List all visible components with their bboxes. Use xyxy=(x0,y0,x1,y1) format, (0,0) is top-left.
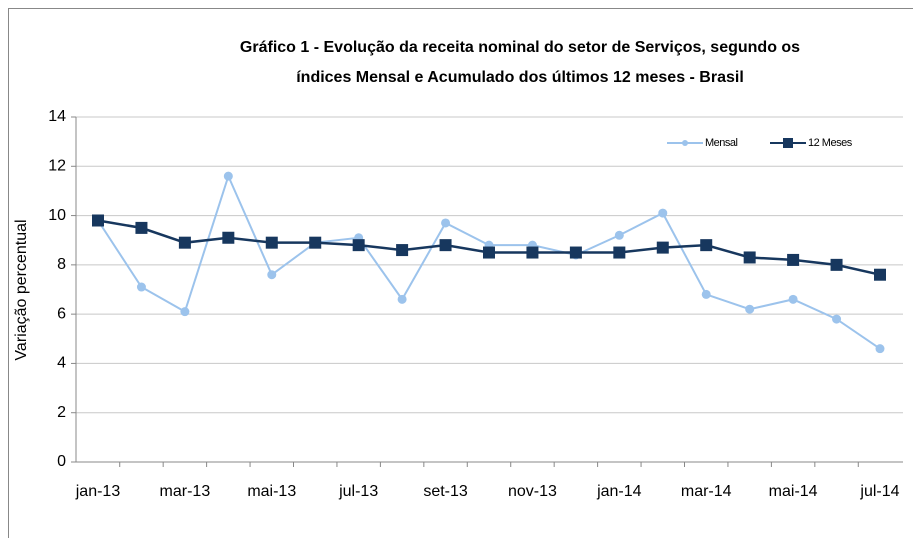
data-point xyxy=(352,239,365,252)
y-tick-label: 10 xyxy=(48,207,66,224)
data-point xyxy=(788,294,798,304)
data-point xyxy=(396,244,409,257)
data-point xyxy=(832,314,842,324)
data-point xyxy=(483,246,495,259)
data-point xyxy=(439,239,452,252)
x-tick-label: mar-14 xyxy=(681,483,732,500)
data-point xyxy=(569,246,582,259)
y-tick-label: 12 xyxy=(48,158,66,175)
data-point xyxy=(309,236,322,249)
series-line xyxy=(97,173,881,350)
data-point xyxy=(180,307,190,317)
data-point xyxy=(745,304,755,314)
chart-title: índices Mensal e Acumulado dos últimos 1… xyxy=(296,69,744,86)
data-point xyxy=(613,246,626,259)
y-tick-label: 0 xyxy=(57,453,66,470)
data-point xyxy=(526,246,539,259)
legend-label: Mensal xyxy=(705,137,738,149)
chart-frame xyxy=(8,8,913,538)
data-point xyxy=(830,258,843,271)
data-point xyxy=(700,239,713,252)
data-point xyxy=(92,214,104,227)
data-point xyxy=(178,236,191,249)
chart-title: Gráfico 1 - Evolução da receita nominal … xyxy=(240,39,800,56)
y-tick-label: 8 xyxy=(57,256,66,273)
data-point xyxy=(223,171,233,181)
x-tick-label: jan-13 xyxy=(75,483,121,500)
legend-marker xyxy=(783,138,793,148)
data-point xyxy=(441,218,451,228)
y-tick-label: 2 xyxy=(57,404,66,421)
x-tick-label: mai-14 xyxy=(769,483,818,500)
y-tick-label: 6 xyxy=(57,305,66,322)
data-point xyxy=(397,294,407,304)
x-tick-label: jul-13 xyxy=(338,483,378,500)
x-tick-label: nov-13 xyxy=(508,483,557,500)
x-tick-label: mai-13 xyxy=(247,483,296,500)
data-point xyxy=(743,251,756,264)
x-tick-label: set-13 xyxy=(423,483,468,500)
x-tick-label: jul-14 xyxy=(859,483,899,500)
data-point xyxy=(875,344,885,354)
data-point xyxy=(265,236,278,249)
y-axis-label: Variação percentual xyxy=(13,219,30,360)
data-point xyxy=(874,268,886,281)
x-tick-label: jan-14 xyxy=(596,483,642,500)
y-tick-label: 4 xyxy=(57,355,66,372)
legend-marker xyxy=(682,140,688,146)
data-point xyxy=(136,282,146,292)
data-point xyxy=(656,241,669,254)
x-tick-label: mar-13 xyxy=(160,483,211,500)
y-tick-label: 14 xyxy=(48,108,66,125)
data-point xyxy=(787,253,800,266)
data-point xyxy=(701,289,711,299)
legend-label: 12 Meses xyxy=(808,137,853,149)
data-point xyxy=(222,231,235,244)
data-point xyxy=(614,230,624,240)
data-point xyxy=(267,270,277,280)
data-point xyxy=(135,221,148,234)
data-point xyxy=(658,208,668,218)
